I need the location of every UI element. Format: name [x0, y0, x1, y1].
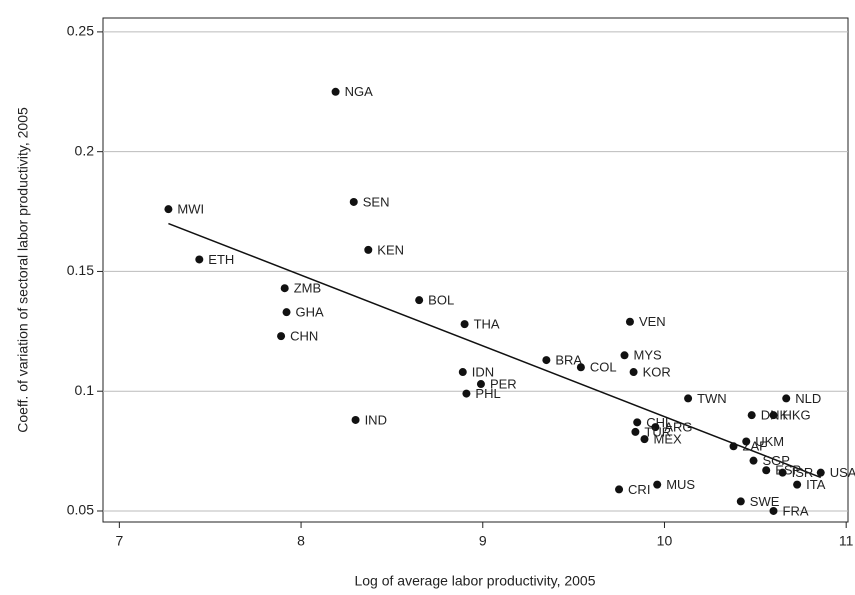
point: [476, 380, 485, 389]
point-label: GHA: [296, 305, 325, 320]
x-tick-label: 10: [657, 533, 673, 549]
point-label: UKM: [755, 434, 784, 449]
point-label: MYS: [634, 348, 663, 363]
point-label: SGP: [763, 453, 790, 468]
point: [625, 317, 634, 326]
point: [280, 284, 289, 293]
point: [576, 363, 585, 372]
point-label: TUR: [644, 424, 671, 439]
point-label: CHN: [290, 329, 318, 344]
point: [769, 411, 778, 420]
point: [349, 197, 358, 206]
point-label: CRI: [628, 482, 650, 497]
point: [778, 468, 787, 477]
point: [782, 394, 791, 403]
point: [462, 389, 471, 398]
point-label: FRA: [783, 503, 809, 518]
point-label: TWN: [697, 391, 727, 406]
point-label: IND: [365, 412, 387, 427]
point-label: ARG: [664, 420, 692, 435]
point: [742, 437, 751, 446]
point-label: COL: [590, 360, 617, 375]
point: [816, 468, 825, 477]
point-label: MUS: [666, 477, 695, 492]
point: [542, 356, 551, 365]
point: [615, 485, 624, 494]
point-label: VEN: [639, 314, 666, 329]
point: [277, 332, 286, 341]
point-label: USA: [830, 465, 855, 480]
point: [762, 466, 771, 475]
point: [282, 308, 291, 317]
point-label: HKG: [783, 408, 811, 423]
point-label: MEX: [653, 432, 682, 447]
point: [793, 480, 802, 489]
y-tick-label: 0.2: [75, 142, 95, 158]
point-label: KOR: [643, 364, 671, 379]
point-label: BRA: [555, 353, 582, 368]
y-tick-label: 0.1: [75, 382, 95, 398]
point-label: MWI: [177, 202, 204, 217]
fit-line: [168, 222, 822, 479]
y-tick-label: 0.25: [67, 23, 94, 39]
point-label: ZMB: [294, 281, 321, 296]
point: [629, 368, 638, 377]
point-label: BOL: [428, 293, 454, 308]
point: [364, 245, 373, 254]
point-label: SWE: [750, 494, 780, 509]
point-label: KEN: [377, 242, 404, 257]
point: [415, 296, 424, 305]
point: [749, 456, 758, 465]
point: [653, 480, 662, 489]
point-label: ISR: [792, 465, 814, 480]
plot-frame: [102, 17, 849, 523]
x-tick-label: 7: [115, 533, 123, 549]
point-label: ITA: [806, 477, 826, 492]
x-tick-label: 11: [839, 533, 854, 549]
point-label: NLD: [795, 391, 821, 406]
point-label: IDN: [472, 364, 494, 379]
point: [195, 255, 204, 264]
y-tick-label: 0.15: [67, 262, 94, 278]
point-label: PHL: [475, 386, 500, 401]
point: [458, 368, 467, 377]
y-axis-label: Coeff. of variation of sectoral labor pr…: [15, 107, 31, 433]
point-label: SEN: [363, 194, 390, 209]
point: [736, 497, 745, 506]
point-label: THA: [474, 317, 500, 332]
point: [769, 506, 778, 515]
point: [640, 435, 649, 444]
point: [747, 411, 756, 420]
y-tick-label: 0.05: [67, 502, 94, 518]
point: [331, 87, 340, 96]
point-label: PER: [490, 376, 517, 391]
point: [351, 415, 360, 424]
point-label: NGA: [345, 84, 374, 99]
x-tick-label: 8: [297, 533, 305, 549]
point: [684, 394, 693, 403]
point: [633, 418, 642, 427]
point: [620, 351, 629, 360]
point: [460, 320, 469, 329]
point: [164, 205, 173, 214]
point: [729, 442, 738, 451]
x-axis-label: Log of average labor productivity, 2005: [354, 573, 595, 589]
x-tick-label: 9: [479, 533, 487, 549]
point: [651, 423, 660, 432]
point: [631, 427, 640, 436]
point-label: ETH: [208, 252, 234, 267]
